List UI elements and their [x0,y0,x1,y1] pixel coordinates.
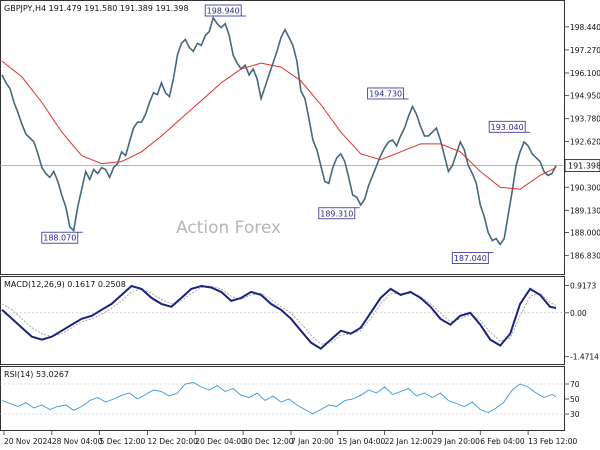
price-series-line [1,15,557,246]
rsi-line [1,382,557,415]
x-tick-label: 6 Feb 04:00 [480,437,525,446]
price-level-label: 188.070 [43,234,76,243]
watermark: Action Forex [176,218,281,238]
price-level-label: 194.730 [369,89,402,98]
rsi-tick-label: 70 [570,380,580,389]
moving-average-line [1,60,557,190]
price-level-box [367,87,405,100]
price-tick-label: 194.950 [570,92,600,101]
price-tick-label: 190.300 [570,183,600,192]
price-tick-label: 186.830 [570,252,600,261]
x-tick-label: 20 Dec 04:00 [195,437,246,446]
price-panel: GBPJPY,H4 191.479 191.580 191.389 191.39… [0,0,600,275]
current-price-tag: 191.398 [564,159,600,173]
price-tick-label: 188.000 [570,229,600,238]
price-level-label: 187.040 [454,254,487,263]
x-tick-label: 22 Jan 12:00 [385,437,433,446]
price-level-label: 193.040 [491,123,524,132]
macd-panel: MACD(12,26,9) 0.1617 0.2508 0.9173 0.00 -1… [0,276,599,365]
chart-header: GBPJPY,H4 191.479 191.580 191.389 191.39… [4,4,189,13]
x-tick-label: 20 Nov 2024 [4,437,52,446]
price-level-box [488,120,526,133]
rsi-tick-label: 30 [570,410,580,419]
current-price-label: 191.398 [568,162,600,171]
price-level-box [451,252,489,264]
x-tick-label: 30 Dec 12:00 [243,437,294,446]
price-level-box [41,231,79,244]
price-tick-label: 193.780 [570,115,600,124]
price-level-box [204,4,242,17]
x-tick-label: 12 Dec 20:00 [147,437,198,446]
price-level-label: 189.310 [320,209,353,218]
macd-tick-label: 0.00 [570,309,587,318]
price-tick-label: 198.440 [570,23,600,32]
price-tick-label: 189.130 [570,206,600,215]
macd-signal-line [1,285,557,345]
rsi-title: RSI(14) 53.0267 [4,370,69,379]
price-tick-label: 192.620 [570,138,600,147]
price-tick-label: 196.100 [570,69,600,78]
price-tick-label: 197.270 [570,46,600,55]
macd-main-line [1,284,557,350]
x-tick-label: 7 Jan 20:00 [291,437,334,446]
rsi-tick-label: 50 [570,395,580,404]
x-axis: 20 Nov 2024 28 Nov 04:005 Dec 12:00 12 Dec… [3,431,578,446]
x-tick-label: 28 Nov 04:00 [52,437,103,446]
x-tick-label: 29 Jan 20:00 [432,437,480,446]
x-tick-label: 5 Dec 12:00 [100,437,146,446]
macd-tick-label: 0.9173 [570,281,596,290]
price-level-box [318,207,356,220]
rsi-panel: RSI(14) 53.0267 70 50 30 [0,366,580,431]
macd-tick-label: -1.4714 [570,353,599,362]
x-tick-label: 15 Jan 04:00 [338,437,386,446]
price-level-label: 198.940 [207,7,240,16]
x-tick-label: 13 Feb 12:00 [528,437,577,446]
macd-title: MACD(12,26,9) 0.1617 0.2508 [4,280,126,289]
